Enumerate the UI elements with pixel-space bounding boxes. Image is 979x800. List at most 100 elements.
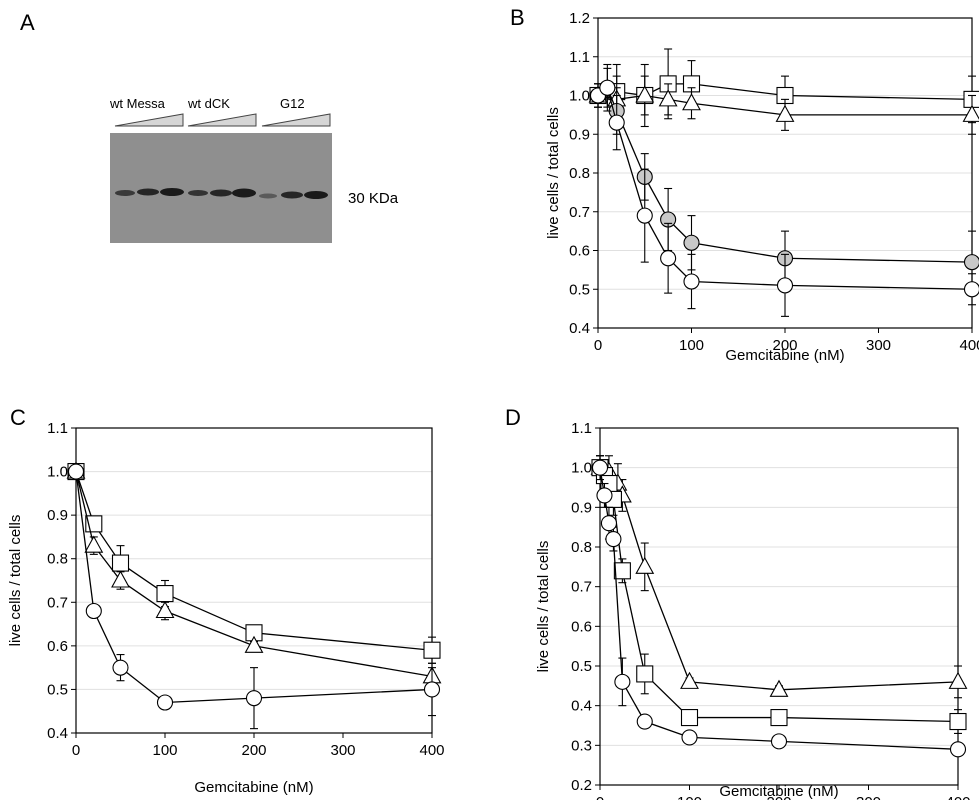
marker-circle bbox=[85, 602, 102, 620]
blot-band bbox=[137, 188, 159, 196]
y-tick-label: 0.3 bbox=[571, 737, 592, 754]
x-tick-label: 300 bbox=[866, 337, 891, 354]
y-tick-label: 0.5 bbox=[571, 658, 592, 675]
plot-frame bbox=[599, 427, 959, 786]
marker-circle bbox=[599, 79, 616, 96]
marker-circle bbox=[949, 741, 967, 758]
y-tick-label: 0.9 bbox=[47, 507, 68, 524]
marker-square bbox=[156, 585, 174, 603]
y-tick-label: 1.0 bbox=[569, 88, 590, 105]
panel-label-b: B bbox=[510, 5, 525, 30]
x-tick-label: 100 bbox=[152, 742, 177, 759]
marker-triangle bbox=[962, 104, 979, 122]
blot-band bbox=[281, 191, 303, 199]
marker-triangle bbox=[775, 104, 795, 122]
y-tick-label: 1.1 bbox=[569, 49, 590, 66]
marker-triangle bbox=[948, 671, 968, 689]
y-axis-title: live cells / total cells bbox=[535, 541, 552, 673]
y-tick-label: 1.0 bbox=[47, 464, 68, 481]
marker-triangle bbox=[635, 85, 655, 103]
y-tick-label: 1.1 bbox=[571, 420, 592, 437]
marker-circle bbox=[963, 254, 979, 271]
blot-band bbox=[210, 189, 232, 197]
y-axis-title: live cells / total cells bbox=[545, 107, 562, 239]
chart-panel-b: 0.4 0.5 0.6 0.7 0.8 0.9 1.0 1.1 1.2 0 100 200 300 400… bbox=[545, 10, 979, 364]
marker-triangle bbox=[658, 89, 678, 107]
marker-circle bbox=[596, 487, 613, 504]
marker-square bbox=[613, 562, 631, 580]
y-tick-label: 0.4 bbox=[47, 725, 68, 742]
marker-square bbox=[949, 712, 967, 731]
molecular-weight-label: 30 KDa bbox=[348, 190, 399, 207]
panel-label-c: C bbox=[10, 405, 26, 430]
blot-band bbox=[115, 190, 135, 196]
concentration-wedge bbox=[187, 113, 257, 127]
marker-circle bbox=[156, 694, 174, 711]
marker-circle bbox=[600, 515, 617, 532]
series-line bbox=[599, 467, 959, 750]
marker-triangle bbox=[84, 535, 104, 553]
x-tick-label: 400 bbox=[945, 794, 970, 800]
x-tick-label: 200 bbox=[766, 794, 791, 800]
blot-band bbox=[259, 193, 277, 199]
marker-circle bbox=[608, 114, 625, 131]
y-tick-label: 1.0 bbox=[571, 460, 592, 477]
y-tick-label: 1.1 bbox=[47, 420, 68, 437]
marker-circle bbox=[636, 207, 653, 224]
marker-circle bbox=[112, 659, 129, 676]
panel-label-a: A bbox=[20, 10, 35, 35]
y-tick-label: 0.5 bbox=[569, 281, 590, 298]
y-tick-label: 0.8 bbox=[571, 539, 592, 556]
marker-circle bbox=[681, 729, 698, 746]
blot-band bbox=[160, 188, 184, 196]
x-axis-title: Gemcitabine (nM) bbox=[194, 779, 313, 796]
blot-band bbox=[188, 190, 208, 196]
concentration-wedge bbox=[261, 113, 331, 127]
marker-circle bbox=[423, 681, 441, 698]
x-axis-title: Gemcitabine (nM) bbox=[719, 783, 838, 800]
marker-square bbox=[423, 641, 441, 659]
x-tick-label: 300 bbox=[330, 742, 355, 759]
marker-triangle bbox=[682, 93, 701, 111]
series-line bbox=[75, 471, 433, 677]
y-tick-label: 0.7 bbox=[569, 204, 590, 221]
series-circle bbox=[591, 455, 967, 758]
x-tick-label: 100 bbox=[677, 794, 702, 800]
x-tick-label: 400 bbox=[959, 337, 979, 354]
marker-triangle bbox=[680, 671, 699, 689]
y-tick-label: 0.6 bbox=[569, 243, 590, 260]
x-tick-label: 100 bbox=[679, 337, 704, 354]
y-tick-label: 0.5 bbox=[47, 681, 68, 698]
marker-circle bbox=[776, 277, 794, 294]
x-tick-label: 0 bbox=[72, 742, 80, 759]
marker-triangle bbox=[155, 600, 175, 619]
x-tick-label: 200 bbox=[772, 337, 797, 354]
series-line bbox=[599, 467, 959, 691]
x-tick-label: 400 bbox=[419, 742, 444, 759]
y-tick-label: 0.8 bbox=[569, 165, 590, 182]
marker-circle bbox=[245, 690, 263, 707]
marker-circle bbox=[770, 733, 788, 750]
y-tick-label: 0.2 bbox=[571, 777, 592, 794]
marker-circle bbox=[614, 673, 631, 690]
marker-triangle bbox=[111, 570, 130, 588]
marker-circle bbox=[591, 459, 609, 476]
chart-panel-d: 0.2 0.3 0.4 0.5 0.6 0.7 0.8 0.9 1.0 1.1 0 100 200 300… bbox=[535, 420, 971, 800]
x-tick-label: 0 bbox=[596, 794, 604, 800]
western-blot-panel: wt Messa wt dCK G12 30 KDa bbox=[109, 96, 399, 243]
y-tick-label: 0.9 bbox=[569, 126, 590, 143]
series-line bbox=[75, 471, 433, 651]
blot-membrane bbox=[110, 133, 332, 243]
y-tick-label: 0.7 bbox=[47, 594, 68, 611]
y-tick-label: 0.8 bbox=[47, 551, 68, 568]
y-tick-label: 1.2 bbox=[569, 10, 590, 27]
series-circle bbox=[67, 463, 441, 730]
marker-circle bbox=[67, 463, 85, 480]
marker-square bbox=[636, 665, 654, 683]
blot-band bbox=[304, 191, 328, 199]
marker-triangle bbox=[244, 635, 264, 653]
marker-circle bbox=[683, 273, 700, 290]
series-triangle bbox=[588, 75, 979, 135]
series-triangle bbox=[590, 455, 968, 699]
panel-label-d: D bbox=[505, 405, 521, 430]
